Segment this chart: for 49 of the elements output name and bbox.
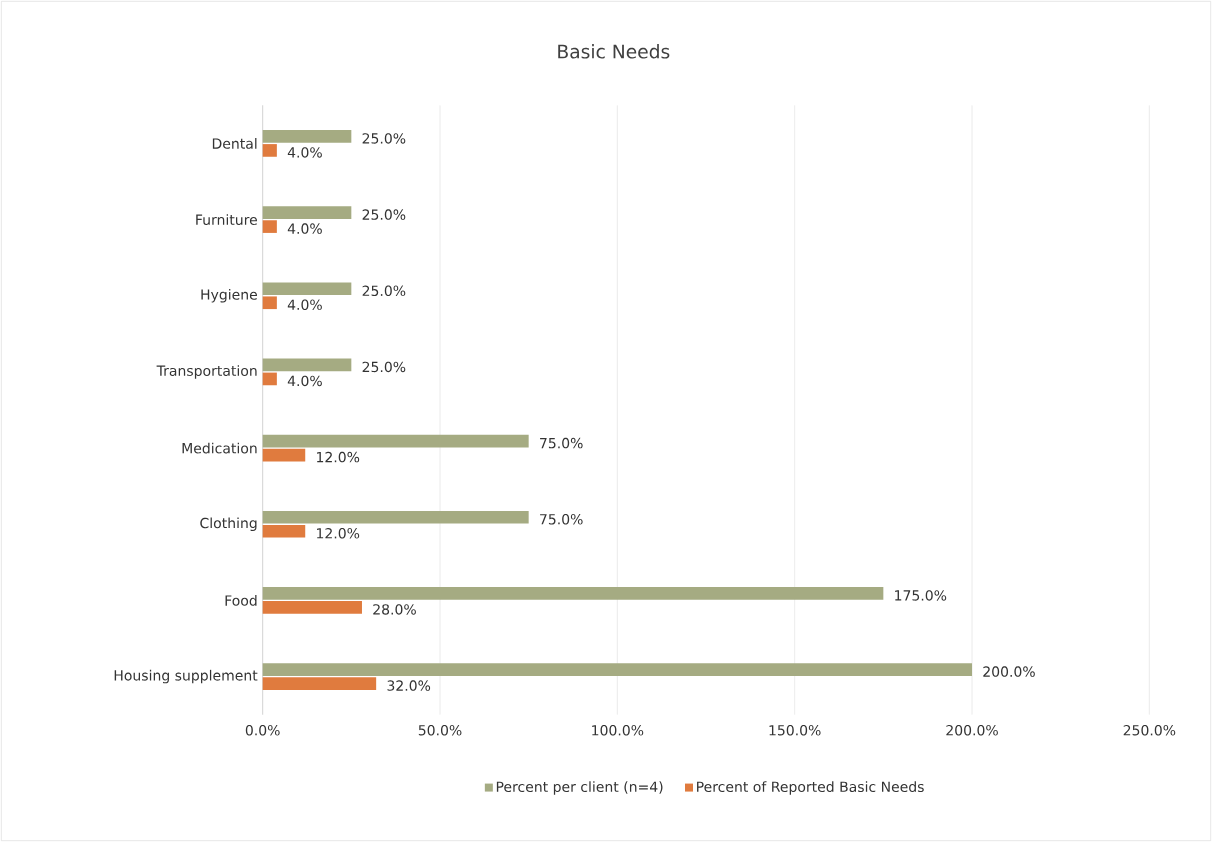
bar: [262, 296, 277, 310]
data-label: 75.0%: [540, 513, 583, 525]
chart-title: Basic Needs: [558, 44, 670, 59]
y-tick-label: Hygiene: [201, 289, 257, 303]
data-label: 4.0%: [287, 147, 322, 158]
bar: [262, 372, 277, 386]
data-label: 200.0%: [983, 666, 1035, 677]
x-tick-label: 250.0%: [1123, 724, 1176, 736]
bar: [262, 358, 352, 372]
bar: [262, 587, 884, 600]
data-label: 28.0%: [373, 604, 416, 615]
data-label: 25.0%: [362, 285, 406, 297]
bar: [262, 677, 377, 690]
bar: [262, 448, 306, 462]
data-label: 12.0%: [317, 527, 360, 539]
bar: [262, 601, 362, 614]
x-tick-label: 0.0%: [245, 724, 280, 736]
data-label: 25.0%: [362, 209, 406, 220]
x-tick-label: 50.0%: [418, 724, 462, 736]
bar: [262, 524, 306, 538]
data-label: 75.0%: [540, 437, 583, 449]
y-tick-label: Furniture: [196, 214, 257, 225]
y-tick-label: Housing supplement: [114, 669, 258, 684]
x-tick-label: 200.0%: [946, 724, 998, 736]
data-label: 175.0%: [895, 590, 947, 601]
legend-label: Percent per client (n=4): [496, 781, 663, 795]
bar: [262, 282, 352, 296]
y-tick-label: Clothing: [200, 517, 257, 532]
x-tick-label: 100.0%: [592, 724, 644, 736]
bar: [262, 130, 352, 143]
bar: [262, 220, 277, 233]
data-label: 4.0%: [287, 299, 322, 311]
bar: [262, 434, 529, 448]
y-tick-label: Transportation: [156, 365, 257, 379]
y-tick-label: Dental: [212, 138, 257, 149]
bar: [262, 510, 529, 524]
data-label: 4.0%: [287, 375, 322, 387]
bar: [262, 144, 277, 157]
data-label: 12.0%: [317, 451, 360, 463]
legend-label: Percent of Reported Basic Needs: [697, 781, 924, 795]
x-tick-label: 150.0%: [769, 724, 821, 736]
data-label: 4.0%: [287, 223, 322, 234]
bar: [262, 663, 973, 676]
bar: [262, 206, 352, 219]
y-tick-label: Medication: [182, 442, 257, 454]
y-tick-label: Food: [225, 595, 257, 606]
data-label: 25.0%: [362, 133, 406, 144]
data-label: 32.0%: [387, 680, 431, 691]
data-label: 25.0%: [362, 361, 406, 373]
